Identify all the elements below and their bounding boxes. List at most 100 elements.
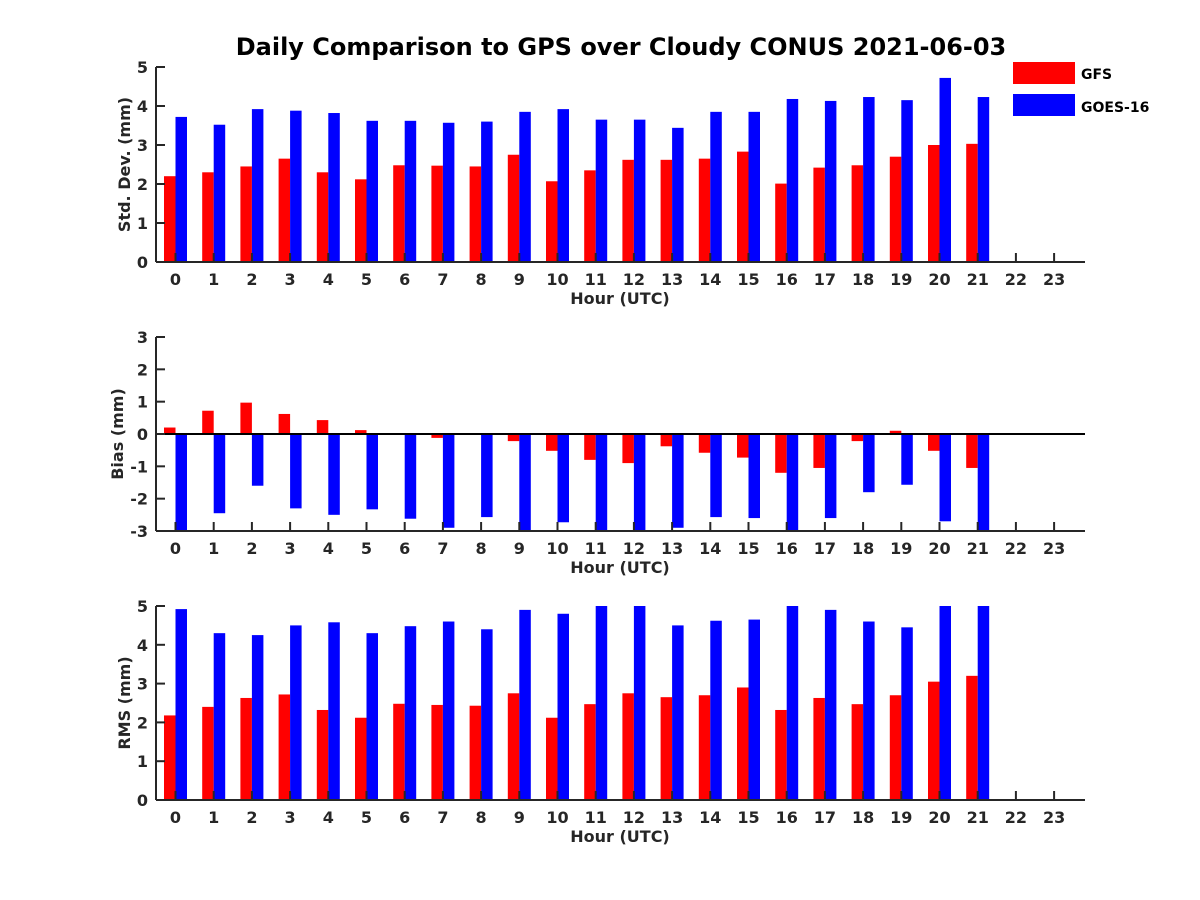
y-tick-label: -1 <box>130 457 148 476</box>
x-tick-label: 1 <box>208 808 219 827</box>
x-tick-label: 19 <box>890 539 912 558</box>
bar-goes16-1 <box>213 633 226 800</box>
bar-gfs-0 <box>164 715 176 800</box>
bar-goes16-15 <box>748 434 760 519</box>
bar-gfs-12 <box>622 693 634 800</box>
bar-gfs-2 <box>240 166 252 262</box>
x-tick-label: 14 <box>699 539 721 558</box>
y-tick-label: 0 <box>137 253 148 272</box>
bar-gfs-2 <box>240 697 252 800</box>
stddev-y-axis-label: Std. Dev. (mm) <box>115 97 134 232</box>
bar-goes16-5 <box>366 434 378 510</box>
y-tick-label: 0 <box>137 791 148 810</box>
bar-gfs-17 <box>813 697 825 800</box>
bar-goes16-2 <box>251 109 264 263</box>
rms-x-axis-label: Hour (UTC) <box>570 827 670 846</box>
x-tick-label: 7 <box>437 808 448 827</box>
bar-goes16-20 <box>939 606 951 800</box>
y-tick-label: 4 <box>137 97 148 116</box>
x-tick-label: 13 <box>661 539 683 558</box>
bar-gfs-18 <box>851 704 864 800</box>
x-tick-label: 2 <box>246 270 257 289</box>
bar-goes16-20 <box>939 77 951 262</box>
x-tick-label: 9 <box>514 808 525 827</box>
x-tick-label: 9 <box>514 270 525 289</box>
y-tick-label: 1 <box>137 214 148 233</box>
bar-goes16-14 <box>710 620 722 800</box>
y-tick-label: -2 <box>130 490 148 509</box>
bar-goes16-18 <box>863 97 875 262</box>
x-tick-label: 16 <box>776 808 798 827</box>
bar-gfs-8 <box>469 705 482 800</box>
bar-gfs-16 <box>775 183 787 262</box>
x-tick-label: 14 <box>699 270 721 289</box>
x-tick-label: 14 <box>699 808 721 827</box>
bar-goes16-2 <box>251 635 264 800</box>
bar-gfs-15 <box>737 434 749 458</box>
bar-goes16-6 <box>404 626 417 800</box>
y-tick-label: -3 <box>130 522 148 541</box>
bar-goes16-12 <box>633 119 646 263</box>
x-tick-label: 20 <box>928 808 950 827</box>
bar-goes16-19 <box>901 100 913 263</box>
bar-gfs-11 <box>584 704 596 800</box>
y-tick-label: 5 <box>137 58 148 77</box>
bar-goes16-9 <box>519 609 531 800</box>
bar-gfs-20 <box>928 145 940 262</box>
bar-gfs-13 <box>660 159 673 262</box>
y-tick-label: 2 <box>137 360 148 379</box>
bar-goes16-8 <box>481 629 493 800</box>
y-tick-label: 3 <box>137 136 148 155</box>
bar-gfs-16 <box>775 434 787 473</box>
bar-goes16-18 <box>863 434 875 493</box>
bar-goes16-4 <box>328 113 340 263</box>
y-tick-label: 4 <box>137 636 148 655</box>
bar-goes16-2 <box>251 434 264 486</box>
bar-goes16-3 <box>290 625 302 800</box>
bar-goes16-14 <box>710 434 722 518</box>
bar-gfs-15 <box>737 687 749 800</box>
x-tick-label: 4 <box>323 808 334 827</box>
x-tick-label: 15 <box>737 270 759 289</box>
bar-goes16-7 <box>442 122 455 263</box>
bar-gfs-4 <box>316 709 329 800</box>
bar-gfs-18 <box>851 165 864 262</box>
x-tick-label: 15 <box>737 539 759 558</box>
bar-goes16-11 <box>595 119 608 263</box>
x-tick-label: 11 <box>585 539 607 558</box>
bar-goes16-5 <box>366 633 378 800</box>
bar-goes16-21 <box>977 434 990 531</box>
x-tick-label: 17 <box>814 539 836 558</box>
y-tick-label: 3 <box>137 328 148 347</box>
bar-goes16-0 <box>175 609 187 800</box>
x-tick-label: 23 <box>1043 808 1065 827</box>
bar-goes16-6 <box>404 434 417 519</box>
bar-goes16-0 <box>175 434 187 531</box>
x-tick-label: 22 <box>1005 270 1027 289</box>
bar-gfs-17 <box>813 167 825 262</box>
x-tick-label: 4 <box>323 539 334 558</box>
bar-goes16-17 <box>824 609 837 800</box>
bar-goes16-12 <box>633 434 646 531</box>
x-tick-label: 13 <box>661 270 683 289</box>
bar-goes16-5 <box>366 120 378 262</box>
x-tick-label: 20 <box>928 539 950 558</box>
x-tick-label: 12 <box>623 808 645 827</box>
x-tick-label: 23 <box>1043 539 1065 558</box>
bar-gfs-13 <box>660 434 673 447</box>
x-tick-label: 7 <box>437 270 448 289</box>
bar-goes16-4 <box>328 434 340 515</box>
bar-goes16-12 <box>633 606 646 800</box>
x-tick-label: 9 <box>514 539 525 558</box>
x-tick-label: 5 <box>361 808 372 827</box>
bar-gfs-5 <box>355 179 367 262</box>
x-tick-label: 1 <box>208 270 219 289</box>
x-tick-label: 18 <box>852 808 874 827</box>
x-tick-label: 6 <box>399 808 410 827</box>
bar-goes16-0 <box>175 116 187 262</box>
x-tick-label: 8 <box>476 808 487 827</box>
x-tick-label: 12 <box>623 539 645 558</box>
x-tick-label: 0 <box>170 539 181 558</box>
